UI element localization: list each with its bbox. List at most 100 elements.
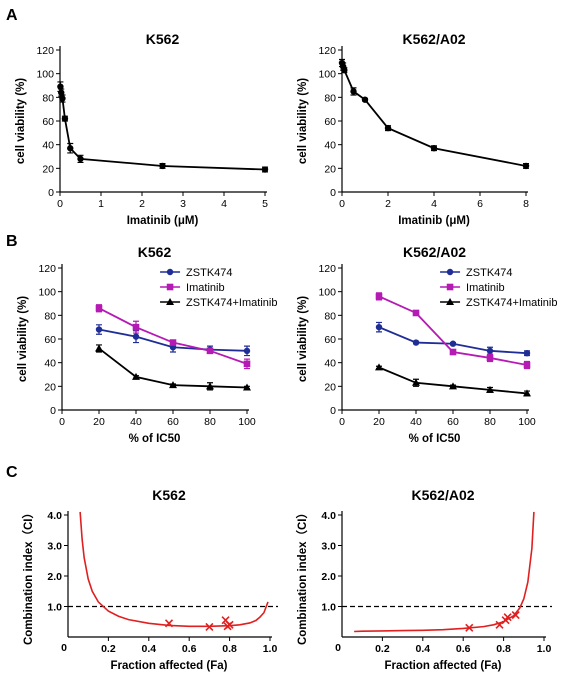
data-point xyxy=(96,326,102,332)
y-axis-label: Combination index（CI） xyxy=(21,507,35,645)
data-point xyxy=(376,293,383,300)
y-tick-label: 3.0 xyxy=(47,541,62,553)
y-tick-label: 0 xyxy=(330,405,336,417)
legend-marker xyxy=(447,284,454,291)
x-axis-label: % of IC50 xyxy=(409,433,461,445)
y-tick-label: 2.0 xyxy=(47,571,62,583)
x-tick-label: 0.6 xyxy=(456,643,471,655)
x-axis-label: Imatinib (μM) xyxy=(398,215,470,227)
x-tick-label: 0.2 xyxy=(101,643,116,655)
y-tick-label: 80 xyxy=(42,92,54,104)
data-point xyxy=(62,115,68,121)
chart-title: K562/A02 xyxy=(403,244,466,260)
y-tick-label: 1.0 xyxy=(47,602,62,614)
x-tick-label: 2 xyxy=(139,198,145,210)
x-tick-label: 0 xyxy=(57,198,63,210)
legend-marker xyxy=(167,284,174,291)
y-tick-label: 4.0 xyxy=(321,510,336,522)
x-tick-label: 1.0 xyxy=(537,643,552,655)
data-point xyxy=(262,166,268,172)
legend-label: Imatinib xyxy=(186,282,225,294)
y-tick-label: 60 xyxy=(42,116,54,128)
y-tick-label: 0 xyxy=(50,405,56,417)
x-tick-label: 4 xyxy=(431,198,437,210)
x-tick-label: 60 xyxy=(447,416,459,428)
x-axis-label: % of IC50 xyxy=(129,433,181,445)
data-point xyxy=(376,324,382,330)
x-tick-label: 0.8 xyxy=(222,643,237,655)
y-tick-label: 4.0 xyxy=(47,510,62,522)
legend-label: ZSTK474 xyxy=(466,267,512,279)
x-tick-label: 1 xyxy=(98,198,104,210)
x-tick-label: 3 xyxy=(180,198,186,210)
chart-title: K562 xyxy=(152,487,186,503)
x-tick-label: 0.8 xyxy=(496,643,511,655)
y-origin-label: 0 xyxy=(61,642,67,654)
chart-b2: K562/A020204060801001200 20 40 60 80 100% of … xyxy=(297,244,557,445)
data-point xyxy=(170,339,177,346)
data-point xyxy=(385,125,391,131)
y-tick-label: 20 xyxy=(42,163,54,175)
y-axis-label: cell viability (%) xyxy=(297,78,309,164)
ci-curve xyxy=(80,512,268,626)
data-point xyxy=(523,163,529,169)
data-point xyxy=(413,310,420,317)
x-tick-label: 0.4 xyxy=(415,643,430,655)
data-point xyxy=(244,348,250,354)
chart-title: K562 xyxy=(138,244,172,260)
data-point xyxy=(96,305,103,312)
y-axis-label: Combination index（CI） xyxy=(295,507,309,645)
x-tick-label: 100 xyxy=(518,416,536,428)
legend-marker xyxy=(447,269,453,275)
x-tick-label: 2 xyxy=(385,198,391,210)
data-point xyxy=(159,163,165,169)
y-tick-label: 20 xyxy=(44,381,56,393)
y-tick-label: 2.0 xyxy=(321,571,336,583)
data-point xyxy=(413,339,419,345)
chart-c1: K5621.02.03.04.00.2 0.4 0.6 0.8 1.00Fraction… xyxy=(21,487,278,672)
series-line xyxy=(379,367,527,393)
chart-title: K562/A02 xyxy=(402,31,465,47)
y-tick-label: 40 xyxy=(324,358,336,370)
x-tick-label: 1.0 xyxy=(263,643,278,655)
x-tick-label: 0 xyxy=(339,198,345,210)
x-tick-label: 0.6 xyxy=(182,643,197,655)
data-point xyxy=(431,145,437,151)
data-point xyxy=(375,363,383,370)
x-tick-label: 20 xyxy=(373,416,385,428)
chart-c2: K562/A02 1.0 2.0 3.0 4.0 0.2 0.4 0.6 0.8 1.0 0 Frac… xyxy=(295,487,552,672)
chart-title: K562/A02 xyxy=(411,487,474,503)
series-zstk474-imatinib xyxy=(375,363,531,396)
x-tick-label: 100 xyxy=(238,416,256,428)
y-tick-label: 120 xyxy=(318,263,336,275)
y-tick-label: 0 xyxy=(48,187,54,199)
x-tick-label: 5 xyxy=(262,198,268,210)
x-tick-label: 40 xyxy=(130,416,142,428)
x-tick-label: 40 xyxy=(410,416,422,428)
data-point xyxy=(59,95,65,101)
y-tick-label: 40 xyxy=(44,358,56,370)
y-tick-label: 40 xyxy=(42,140,54,152)
y-axis-label: cell viability (%) xyxy=(17,296,29,382)
y-tick-label: 100 xyxy=(36,69,54,81)
legend: ZSTK474 Imatinib ZSTK474+Imatinib xyxy=(160,267,277,309)
y-tick-label: 100 xyxy=(38,287,56,299)
y-axis-label: cell viability (%) xyxy=(15,78,27,164)
legend-label: ZSTK474+Imatinib xyxy=(186,297,277,309)
data-point xyxy=(450,341,456,347)
series-line xyxy=(99,308,247,364)
data-point xyxy=(487,355,494,362)
y-tick-label: 80 xyxy=(44,310,56,322)
x-axis-label: Imatinib (μM) xyxy=(127,215,199,227)
data-point xyxy=(524,350,530,356)
y-tick-label: 1.0 xyxy=(321,602,336,614)
y-tick-label: 20 xyxy=(324,163,336,175)
x-tick-label: 6 xyxy=(477,198,483,210)
data-point xyxy=(341,67,347,73)
y-tick-label: 60 xyxy=(324,116,336,128)
x-tick-label: 80 xyxy=(484,416,496,428)
x-tick-label: 0.4 xyxy=(141,643,156,655)
data-point xyxy=(207,348,214,355)
legend: ZSTK474 Imatinib ZSTK474+Imatinib xyxy=(440,267,557,309)
